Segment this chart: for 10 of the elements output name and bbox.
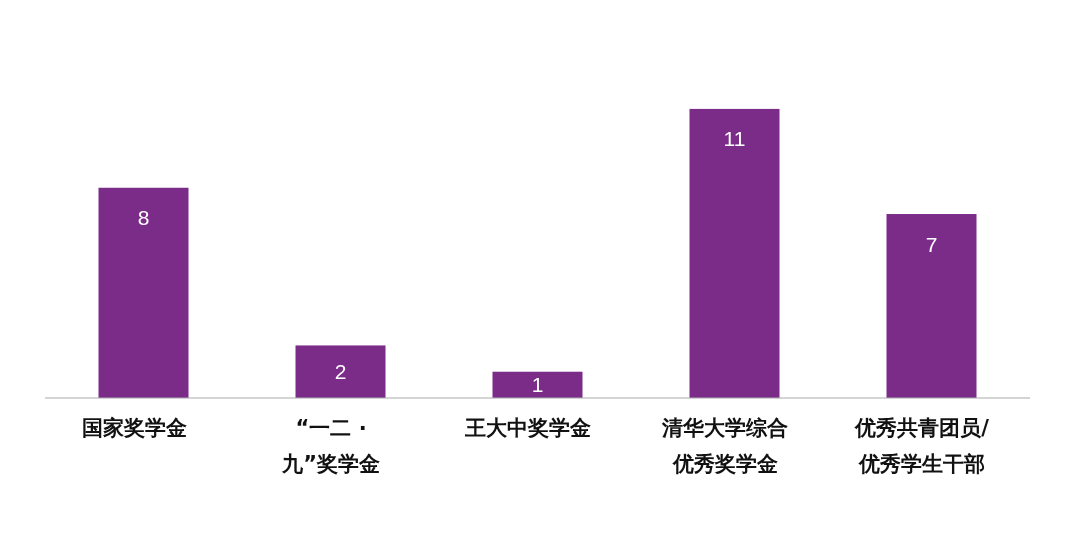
x-tick-label: 王大中奖学金: [464, 415, 593, 442]
data-label: 2: [334, 360, 347, 384]
data-label: 8: [137, 206, 150, 230]
x-tick-label: 清华大学综合优秀奖学金: [661, 415, 790, 478]
x-tick-label: “一二 · 九”奖学金: [281, 415, 381, 478]
x-tick-label: 国家奖学金: [80, 415, 188, 442]
data-label: 1: [531, 373, 544, 397]
data-label: 11: [723, 127, 746, 151]
x-tick-label: 优秀共青团员/优秀学生干部: [853, 415, 990, 478]
data-label: 7: [925, 232, 938, 256]
